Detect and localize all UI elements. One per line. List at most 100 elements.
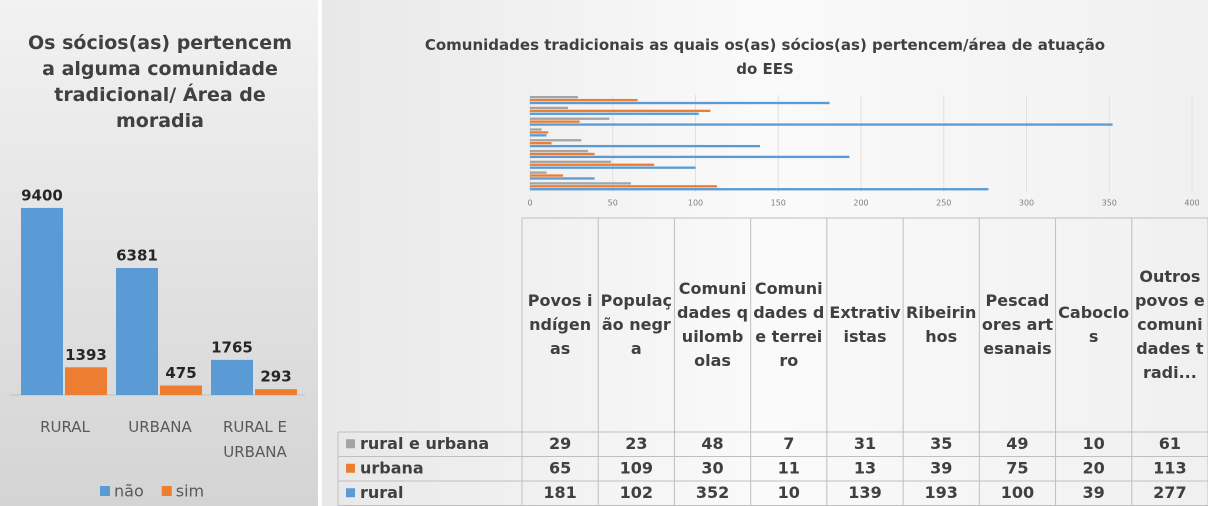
- table-cell: 109: [620, 458, 653, 477]
- bar: [530, 171, 547, 174]
- chart-title: Os sócios(as) pertencem a alguma comunid…: [28, 32, 292, 132]
- column-header: Outros povos e comunidades tradi...: [1134, 267, 1205, 382]
- value-label: 6381: [116, 247, 158, 265]
- column-header: Caboclos: [1058, 303, 1130, 346]
- x-tick-label: 150: [771, 199, 786, 208]
- bar: [530, 152, 595, 156]
- x-tick-label: RURAL E URBANA: [222, 418, 288, 461]
- chart-title: Comunidades tradicionais as quais os(as)…: [424, 36, 1106, 78]
- column-header: Comunidades de terreiro: [753, 279, 825, 370]
- bar: [530, 98, 638, 102]
- right-panel: [322, 0, 1208, 506]
- column-header: Comunidades quilombolas: [676, 279, 749, 370]
- bar: [530, 155, 850, 159]
- table-cell: 7: [783, 434, 794, 453]
- legend-swatch: [346, 439, 355, 449]
- bar: [21, 207, 63, 395]
- table-cell: 29: [549, 434, 571, 453]
- x-tick-label: 50: [608, 199, 618, 208]
- table-cell: 23: [625, 434, 647, 453]
- bar: [530, 163, 655, 166]
- table-cell: 35: [930, 434, 952, 453]
- row-label: urbana: [360, 458, 424, 477]
- bar: [255, 389, 297, 395]
- bar: [530, 101, 830, 105]
- x-tick-label: 200: [853, 199, 868, 208]
- table-cell: 277: [1153, 483, 1186, 502]
- row-label: rural e urbana: [360, 434, 489, 453]
- legend-label: sim: [176, 482, 204, 501]
- column-header: Povos indígenas: [527, 291, 593, 358]
- bar: [530, 160, 612, 163]
- bar: [530, 188, 989, 191]
- table-cell: 10: [1083, 434, 1105, 453]
- column-header: Ribeirinhos: [906, 303, 977, 346]
- x-tick-label: 300: [1019, 199, 1034, 208]
- bar: [211, 359, 253, 395]
- bar: [530, 166, 696, 169]
- table-cell: 39: [1083, 483, 1105, 502]
- x-tick-label: 400: [1184, 199, 1199, 208]
- table-cell: 20: [1083, 458, 1105, 477]
- value-label: 1765: [211, 338, 253, 356]
- x-tick-label: 0: [527, 199, 532, 208]
- bar: [530, 112, 699, 115]
- x-tick-label: 100: [688, 199, 703, 208]
- column-header: População negra: [600, 291, 672, 358]
- value-label: 293: [260, 368, 291, 386]
- row-label: rural: [360, 483, 403, 502]
- x-tick-label: 350: [1102, 199, 1117, 208]
- bar: [530, 134, 547, 137]
- bar: [530, 174, 564, 177]
- bar: [530, 142, 552, 145]
- table-cell: 139: [848, 483, 881, 502]
- table-cell: 30: [701, 458, 723, 477]
- table-cell: 10: [778, 483, 800, 502]
- value-label: 1393: [65, 346, 107, 364]
- table-cell: 113: [1153, 458, 1186, 477]
- bar: [530, 149, 588, 153]
- bar: [530, 185, 718, 188]
- bar: [530, 123, 1113, 126]
- column-header: Pescadores artesanais: [981, 291, 1054, 358]
- bar: [65, 367, 107, 395]
- bar: [530, 177, 595, 180]
- table-cell: 48: [701, 434, 723, 453]
- bar: [530, 128, 542, 131]
- table-cell: 11: [778, 458, 800, 477]
- column-header: Extrativistas: [829, 303, 901, 346]
- bar: [530, 117, 610, 120]
- legend-swatch: [346, 463, 355, 473]
- table-cell: 193: [925, 483, 958, 502]
- bar: [530, 106, 569, 110]
- bar: [530, 109, 711, 113]
- bar: [116, 268, 158, 395]
- table-cell: 39: [930, 458, 952, 477]
- value-label: 475: [165, 364, 196, 382]
- table-cell: 61: [1159, 434, 1181, 453]
- bar: [530, 182, 631, 185]
- x-tick-label: URBANA: [128, 418, 192, 436]
- table-cell: 31: [854, 434, 876, 453]
- legend-swatch: [346, 488, 355, 498]
- bar: [530, 96, 578, 99]
- table-cell: 65: [549, 458, 571, 477]
- table-cell: 352: [696, 483, 729, 502]
- table-cell: 49: [1006, 434, 1028, 453]
- bar: [530, 139, 582, 142]
- table-cell: 102: [620, 483, 653, 502]
- bar: [530, 144, 761, 148]
- x-tick-label: RURAL: [40, 418, 90, 436]
- bar: [160, 385, 202, 395]
- table-cell: 181: [543, 483, 576, 502]
- legend-label: não: [114, 482, 144, 501]
- bar: [530, 120, 580, 123]
- table-cell: 100: [1001, 483, 1034, 502]
- bar: [530, 131, 549, 134]
- table-cell: 75: [1006, 458, 1028, 477]
- legend-swatch: [161, 486, 172, 496]
- table-cell: 13: [854, 458, 876, 477]
- value-label: 9400: [21, 186, 63, 204]
